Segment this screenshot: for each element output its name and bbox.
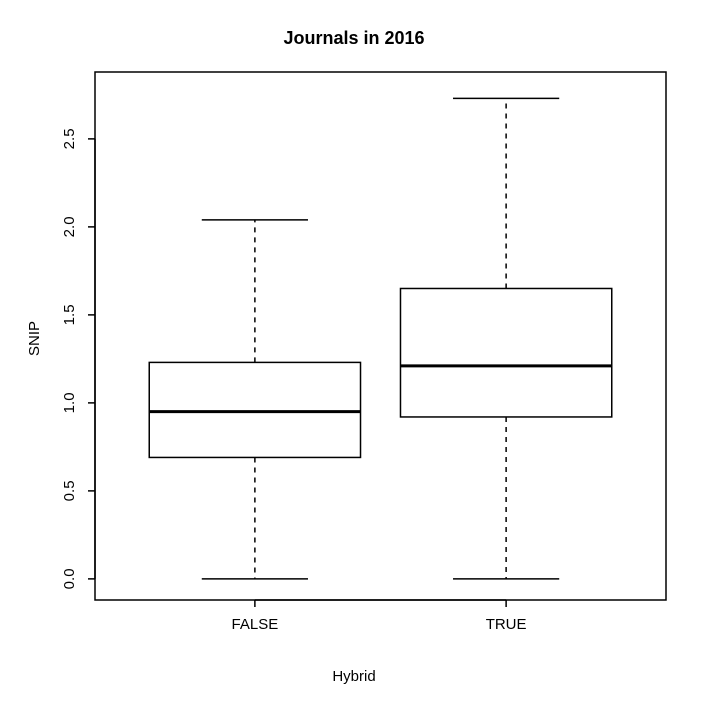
- svg-text:1.0: 1.0: [61, 392, 78, 413]
- svg-text:0.0: 0.0: [61, 568, 78, 589]
- svg-text:0.5: 0.5: [61, 480, 78, 501]
- svg-text:1.5: 1.5: [61, 304, 78, 325]
- svg-text:TRUE: TRUE: [486, 616, 527, 633]
- svg-text:2.5: 2.5: [61, 128, 78, 149]
- svg-text:2.0: 2.0: [61, 216, 78, 237]
- svg-text:FALSE: FALSE: [232, 616, 279, 633]
- chart-svg: 0.0 0.5 1.0 1.5 2.0 2.5 FALSE TRUE: [0, 0, 708, 707]
- boxplot-chart: Journals in 2016 Hybrid SNIP 0.00.51.01.…: [0, 0, 708, 707]
